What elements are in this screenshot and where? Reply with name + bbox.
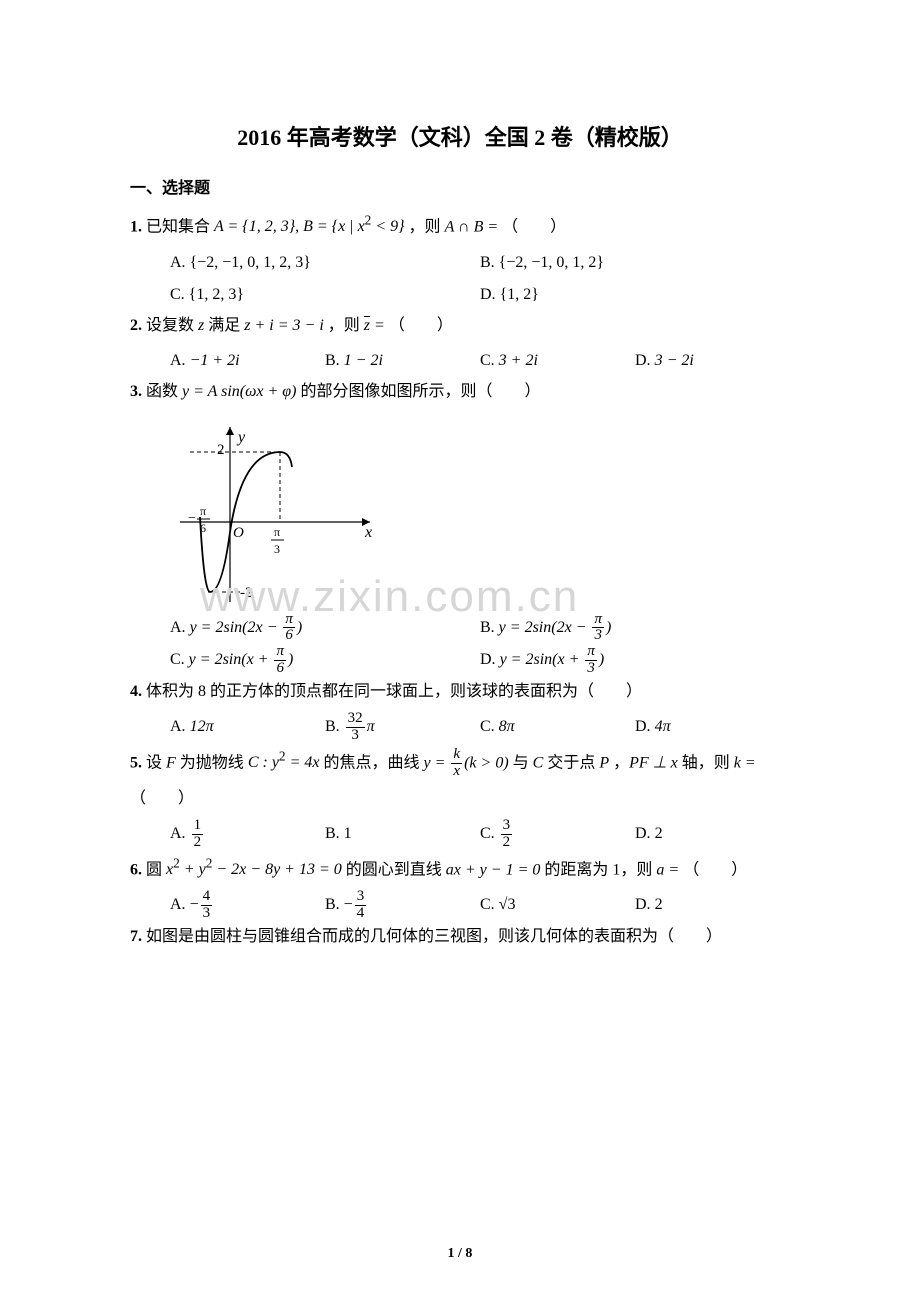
q4-option-D: D.4π — [635, 711, 790, 744]
section-header-1: 一、选择题 — [130, 174, 790, 198]
q3-number: 3. — [130, 383, 142, 400]
q1-number: 1. — [130, 218, 142, 235]
q1-blank: （ ） — [502, 218, 566, 235]
q2-option-C: C.3 + 2i — [480, 345, 635, 377]
svg-text:−: − — [188, 511, 196, 526]
q5-options: A.12 B.1 C.32 D.2 — [130, 818, 790, 851]
q2-option-A: A.−1 + 2i — [170, 345, 325, 377]
q3-option-A: A.y = 2sin(2x − π6) — [170, 612, 480, 645]
question-2: 2. 设复数 z 满足 z + i = 3 − i ，则 z = （ ） — [130, 311, 790, 341]
q3-option-B: B.y = 2sin(2x − π3) — [480, 612, 790, 645]
q2-option-D: D.3 − 2i — [635, 345, 790, 377]
question-6: 6. 圆 x2 + y2 − 2x − 8y + 13 = 0 的圆心到直线 a… — [130, 851, 790, 886]
q5-blank-line: （ ） — [130, 784, 790, 814]
question-7: 7. 如图是由圆柱与圆锥组合而成的几何体的三视图，则该几何体的表面积为（ ） — [130, 922, 790, 952]
page-footer: 1 / 8 — [0, 1246, 920, 1262]
ytick-2: 2 — [217, 442, 225, 458]
q6-option-B: B.−34 — [325, 889, 480, 922]
q6-options: A.−43 B.−34 C.√3 D.2 — [130, 889, 790, 922]
q6-number: 6. — [130, 861, 142, 878]
question-4: 4. 体积为 8 的正方体的顶点都在同一球面上，则该球的表面积为（ ） — [130, 677, 790, 707]
q2-number: 2. — [130, 317, 142, 334]
q4-number: 4. — [130, 683, 142, 700]
question-3: 3. 函数 y = A sin(ωx + φ) 的部分图像如图所示，则（ ） — [130, 377, 790, 407]
svg-text:3: 3 — [274, 542, 280, 556]
q2-options: A.−1 + 2i B.1 − 2i C.3 + 2i D.3 − 2i — [130, 345, 790, 377]
q4-option-B: B.323π — [325, 711, 480, 744]
page-title: 2016 年高考数学（文科）全国 2 卷（精校版） — [130, 120, 790, 152]
q5-option-B: B.1 — [325, 818, 480, 851]
q1-option-C: C.{1, 2, 3} — [170, 279, 480, 311]
question-5: 5. 设 F 为抛物线 C : y2 = 4x 的焦点，曲线 y = kx(k … — [130, 744, 790, 780]
question-1: 1. 已知集合 A = {1, 2, 3}, B = {x | x2 < 9} … — [130, 208, 790, 243]
origin-label: O — [233, 525, 244, 541]
q3-option-C: C.y = 2sin(x + π6) — [170, 644, 480, 677]
y-axis-label: y — [236, 429, 246, 446]
q2-blank: （ ） — [389, 317, 453, 334]
q6-blank: （ ） — [683, 861, 747, 878]
q1-expr: A ∩ B = — [445, 218, 499, 235]
q1-text-2: ，则 — [405, 218, 445, 235]
svg-text:π: π — [200, 504, 206, 518]
q4-option-A: A.12π — [170, 711, 325, 744]
q4-option-C: C.8π — [480, 711, 635, 744]
q1-options: A.{−2, −1, 0, 1, 2, 3} B.{−2, −1, 0, 1, … — [130, 247, 790, 311]
q4-blank: （ ） — [578, 683, 642, 700]
q5-number: 5. — [130, 754, 142, 771]
q6-option-C: C.√3 — [480, 889, 635, 922]
q7-number: 7. — [130, 928, 142, 945]
q3-option-D: D.y = 2sin(x + π3) — [480, 644, 790, 677]
q5-option-D: D.2 — [635, 818, 790, 851]
svg-text:π: π — [274, 525, 280, 539]
q3-graph: y x 2 -2 O − π 6 π 3 www.zixin.com.cn — [130, 412, 790, 612]
page: 2016 年高考数学（文科）全国 2 卷（精校版） 一、选择题 1. 已知集合 … — [0, 0, 920, 1302]
q1-text-1: 已知集合 — [142, 218, 214, 235]
q1-set-A: A = {1, 2, 3}, B = {x | x2 < 9} — [214, 218, 405, 235]
q3-graph-svg: y x 2 -2 O − π 6 π 3 — [170, 412, 390, 612]
q3-blank: （ ） — [477, 383, 541, 400]
q2-option-B: B.1 − 2i — [325, 345, 480, 377]
q5-option-C: C.32 — [480, 818, 635, 851]
svg-text:6: 6 — [200, 521, 206, 535]
ytick-neg2: -2 — [240, 585, 253, 601]
q1-option-D: D.{1, 2} — [480, 279, 790, 311]
q3-options: A.y = 2sin(2x − π6) B.y = 2sin(2x − π3) … — [130, 612, 790, 677]
q1-option-B: B.{−2, −1, 0, 1, 2} — [480, 247, 790, 279]
q6-option-D: D.2 — [635, 889, 790, 922]
q7-blank: （ ） — [658, 928, 722, 945]
q5-option-A: A.12 — [170, 818, 325, 851]
q4-options: A.12π B.323π C.8π D.4π — [130, 711, 790, 744]
q6-option-A: A.−43 — [170, 889, 325, 922]
x-axis-label: x — [364, 524, 372, 541]
q1-option-A: A.{−2, −1, 0, 1, 2, 3} — [170, 247, 480, 279]
